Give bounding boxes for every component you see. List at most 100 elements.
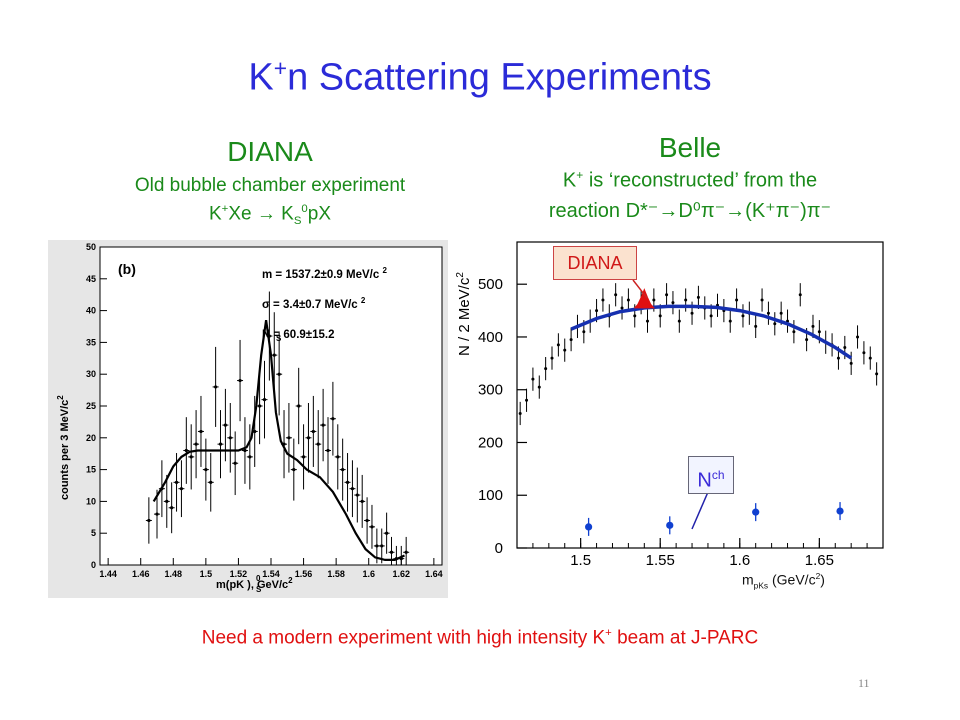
diana-annotation: DIANA [553,246,637,280]
panel-label: (b) [118,261,136,277]
data-point [684,298,688,302]
x-axis-label-sup: 0 [256,574,261,583]
data-point [380,544,384,548]
data-point [345,480,350,484]
data-point [331,417,335,421]
data-point [243,448,247,453]
data-point [199,429,203,434]
nch-annotation: Nch [688,456,734,494]
x-axis-label-sub: S [256,585,262,594]
y-axis-label: counts per 3 MeV/c2 [56,395,71,500]
data-point [856,335,860,339]
data-point [531,377,535,381]
data-point [209,480,213,484]
fit-result-signal: N = 60.9±15.2 [262,329,335,341]
data-point [370,525,374,529]
data-point [754,324,758,328]
data-point [238,378,242,383]
data-point [773,322,777,326]
y-tick-label: 30 [86,369,96,379]
y-tick-label: 25 [86,401,96,411]
x-tick-label: 1.6 [362,569,375,579]
belle-subtitle: K+ is ‘reconstructed’ from the [562,168,818,192]
data-point [248,455,252,459]
data-point [595,309,599,313]
data-point [258,404,262,408]
data-point [214,385,218,389]
data-point [336,455,340,459]
data-point [253,429,257,434]
diana-pointer [632,279,648,299]
y-axis-label: N / 2 MeV/c2 [455,272,473,356]
data-point [262,398,267,402]
diana-subtitle: Old bubble chamber experiment [134,175,406,196]
data-point [811,324,815,328]
data-point [652,298,656,302]
diana-peak [633,288,656,309]
diana-reaction: K+Xe → KS0pX [208,203,332,228]
data-point [645,319,649,323]
fit-result-sub: S [276,334,282,343]
data-point [147,518,151,523]
data-point [614,293,618,297]
diana-chart: 1.44 1.46 1.48 1.5 1.52 1.54 1.56 1.58 1.6 1.62 1.… [48,240,448,598]
data-point [287,436,291,440]
x-tick-label: 1.56 [295,569,313,579]
y-tick-label: 100 [478,487,503,504]
y-tick-label: 200 [478,434,503,451]
page-number: 11 [858,676,870,690]
y-tick-label: 400 [478,329,503,346]
nch-point [752,508,760,516]
data-point [741,314,745,318]
x-tick-label: 1.64 [425,569,443,579]
data-point [556,343,560,347]
nch-point [585,523,593,531]
data-point [792,330,796,334]
data-point [311,429,315,434]
y-tick-label: 0 [91,560,96,570]
data-point [228,436,232,440]
belle-heading: Belle [658,132,722,163]
data-point [174,480,179,484]
data-point [582,330,586,334]
y-tick-label: 15 [86,465,96,475]
plot-frame [99,246,443,566]
data-point [385,531,389,535]
data-point [518,411,522,415]
y-tick-label: 10 [86,496,96,506]
right-x-axis-label: mpKs (GeV/c2) [742,571,825,591]
data-point [728,319,732,323]
x-axis-label: m(pK ), GeV/c2 [216,576,293,591]
x-tick-label: 1.52 [230,569,248,579]
data-point [350,487,355,491]
data-point [537,385,541,389]
x-tick-label: 1.58 [327,569,345,579]
data-point [404,550,408,554]
data-point [709,314,713,318]
data-point [690,311,694,315]
data-point [843,346,847,350]
x-tick-label: 1.55 [646,552,675,568]
data-point [525,398,529,402]
nch-point [836,507,844,515]
data-point [868,356,872,360]
data-point [355,493,359,497]
x-tick-label: 1.65 [805,552,834,568]
data-point [277,372,281,376]
data-point [326,448,330,453]
data-point [375,544,379,548]
data-point [272,353,276,357]
y-tick-label: 50 [86,242,96,252]
y-tick-label: 20 [86,433,96,443]
data-point [179,487,184,491]
data-point [658,314,662,318]
data-point [165,499,169,503]
y-tick-label: 300 [478,382,503,399]
data-point [297,404,301,408]
slide-title: K+n Scattering Experiments [248,55,712,99]
x-tick-label: 1.48 [165,569,183,579]
data-point [760,298,764,302]
x-tick-label: 1.6 [729,552,750,568]
data-point [862,351,866,355]
data-point [620,306,624,310]
